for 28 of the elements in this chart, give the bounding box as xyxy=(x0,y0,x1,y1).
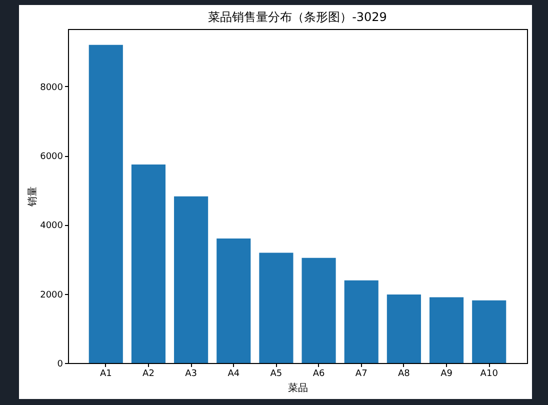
bar xyxy=(386,294,421,363)
bar xyxy=(174,196,208,363)
y-tick-label: 4000 xyxy=(40,221,64,232)
chart-title: 菜品销售量分布（条形图）-3029 xyxy=(208,10,387,24)
bar xyxy=(88,44,123,363)
y-tick-label: 2000 xyxy=(40,290,64,300)
y-tick-label: 6000 xyxy=(40,152,64,162)
x-tick-label: A6 xyxy=(312,369,325,379)
bar xyxy=(259,252,294,363)
x-tick-label: A2 xyxy=(142,369,154,379)
x-tick-label: A9 xyxy=(440,369,453,379)
x-axis-title: 菜品 xyxy=(288,382,308,394)
y-tick-label: 0 xyxy=(57,360,64,370)
bar xyxy=(302,258,336,363)
y-axis-title: 销量 xyxy=(28,186,38,208)
bar xyxy=(429,297,464,363)
x-tick-label: A7 xyxy=(355,369,368,379)
x-tick-label: A3 xyxy=(185,369,197,379)
bar xyxy=(472,300,506,363)
x-tick-label: A4 xyxy=(228,369,240,379)
x-tick-label: A5 xyxy=(270,369,282,379)
x-tick-label: A1 xyxy=(100,369,112,379)
bar xyxy=(216,238,251,363)
x-tick-label: A8 xyxy=(398,369,410,379)
bar xyxy=(131,164,166,363)
y-tick-label: 8000 xyxy=(40,82,64,93)
x-tick-label: A10 xyxy=(480,369,498,379)
bar xyxy=(344,280,378,363)
